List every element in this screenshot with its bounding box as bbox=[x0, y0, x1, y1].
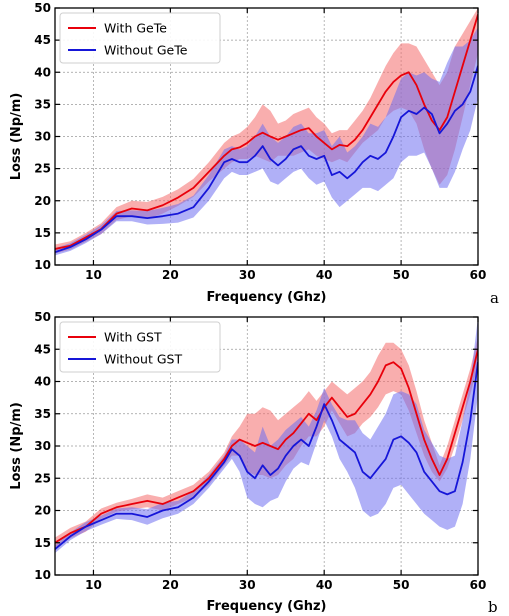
legend-box bbox=[59, 321, 221, 373]
x-tick-label: 10 bbox=[85, 578, 102, 592]
legend-entry: With GST bbox=[104, 330, 162, 345]
y-tick-label: 30 bbox=[34, 130, 51, 144]
legend-box bbox=[59, 12, 221, 64]
x-tick-label: 20 bbox=[162, 578, 179, 592]
x-tick-label: 20 bbox=[162, 268, 179, 282]
panel-label: a bbox=[490, 289, 499, 307]
y-tick-label: 10 bbox=[34, 568, 51, 582]
y-tick-label: 45 bbox=[34, 342, 51, 356]
x-tick-label: 50 bbox=[393, 268, 410, 282]
panel-label: b bbox=[488, 598, 498, 616]
x-tick-label: 10 bbox=[85, 268, 102, 282]
x-tick-label: 40 bbox=[316, 268, 333, 282]
x-tick-label: 50 bbox=[393, 578, 410, 592]
y-axis-label: Loss (Np/m) bbox=[9, 402, 24, 490]
y-tick-label: 25 bbox=[34, 162, 51, 176]
plot-area bbox=[55, 8, 478, 256]
series-line-with bbox=[55, 349, 478, 544]
y-tick-label: 40 bbox=[34, 375, 51, 389]
x-tick-label: 30 bbox=[239, 268, 256, 282]
y-tick-label: 30 bbox=[34, 439, 51, 453]
legend-entry: Without GST bbox=[104, 352, 182, 367]
y-tick-label: 50 bbox=[34, 1, 51, 15]
chart-panel-a: 10 20 30 40 50 60 10 15 20 25 30 35 40 45 50 Frequency … bbox=[9, 1, 499, 307]
x-tick-label: 40 bbox=[316, 578, 333, 592]
y-tick-label: 15 bbox=[34, 536, 51, 550]
legend-entry: With GeTe bbox=[104, 21, 167, 36]
y-tick-label: 45 bbox=[34, 33, 51, 47]
y-tick-label: 15 bbox=[34, 226, 51, 240]
series-band-without bbox=[55, 27, 478, 256]
x-tick-label: 60 bbox=[470, 268, 487, 282]
series-line-with bbox=[55, 14, 478, 250]
x-tick-label: 60 bbox=[470, 578, 487, 592]
y-axis-label: Loss (Np/m) bbox=[9, 93, 24, 181]
y-tick-label: 50 bbox=[34, 310, 51, 324]
y-tick-label: 25 bbox=[34, 471, 51, 485]
legend: With GST Without GST bbox=[59, 321, 221, 373]
x-tick-label: 30 bbox=[239, 578, 256, 592]
legend: With GeTe Without GeTe bbox=[59, 12, 221, 64]
y-tick-label: 10 bbox=[34, 258, 51, 272]
chart-panel-b: 10 20 30 40 50 60 10 15 20 25 30 35 40 45 50 Frequency … bbox=[9, 310, 498, 616]
y-tick-label: 35 bbox=[34, 407, 51, 421]
y-tick-label: 35 bbox=[34, 97, 51, 111]
series-band-without bbox=[55, 317, 478, 554]
y-tick-label: 40 bbox=[34, 65, 51, 79]
x-axis-label: Frequency (Ghz) bbox=[207, 290, 327, 305]
legend-entry: Without GeTe bbox=[104, 43, 188, 58]
x-axis-label: Frequency (Ghz) bbox=[207, 599, 327, 614]
y-tick-label: 20 bbox=[34, 194, 51, 208]
y-tick-label: 20 bbox=[34, 504, 51, 518]
plot-area bbox=[55, 317, 478, 554]
series-line-without bbox=[55, 65, 478, 254]
series-line-without bbox=[55, 362, 478, 550]
